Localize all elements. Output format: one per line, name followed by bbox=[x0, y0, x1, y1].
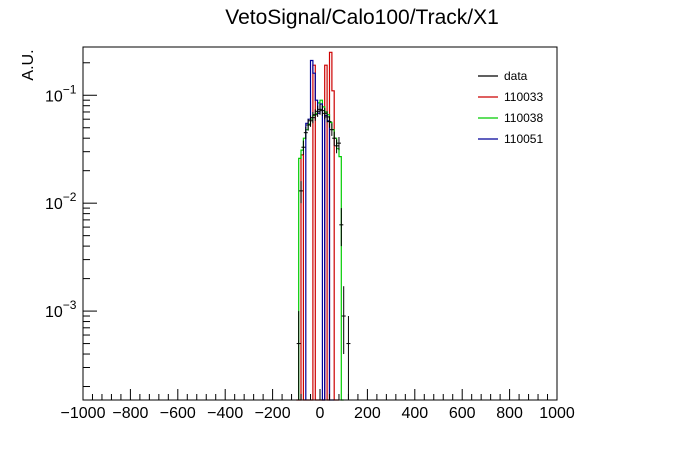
legend: data 110033 110038 110051 bbox=[478, 69, 543, 146]
chart-title: VetoSignal/Calo100/Track/X1 bbox=[225, 6, 499, 29]
x-tick-label: 0 bbox=[316, 405, 325, 422]
x-tick-label: 1000 bbox=[539, 405, 575, 422]
y-tick-label: 10−1 bbox=[45, 82, 77, 105]
legend-label-110051: 110051 bbox=[504, 132, 543, 146]
legend-label-data: data bbox=[504, 69, 528, 83]
x-axis: −1000 −800 −600 −400 −200 0 200 400 600 800 1000 bbox=[61, 389, 575, 422]
x-tick-label: 400 bbox=[401, 405, 428, 422]
y-tick-label: 10−2 bbox=[45, 190, 77, 213]
x-tick-label: 200 bbox=[354, 405, 381, 422]
x-tick-label: −1000 bbox=[61, 405, 106, 422]
x-tick-label: −200 bbox=[255, 405, 291, 422]
series-data bbox=[296, 103, 351, 400]
x-tick-label: −400 bbox=[207, 405, 243, 422]
x-tick-label: −600 bbox=[160, 405, 196, 422]
legend-label-110033: 110033 bbox=[504, 90, 543, 104]
y-axis-label: A.U. bbox=[20, 49, 37, 80]
legend-label-110038: 110038 bbox=[504, 111, 543, 125]
x-tick-label: 600 bbox=[449, 405, 476, 422]
y-axis: 10−3 10−2 10−1 bbox=[45, 62, 97, 388]
y-tick-label: 10−3 bbox=[45, 298, 77, 321]
x-tick-label: −800 bbox=[112, 405, 148, 422]
x-tick-label: 800 bbox=[496, 405, 523, 422]
series-layer bbox=[296, 51, 351, 401]
